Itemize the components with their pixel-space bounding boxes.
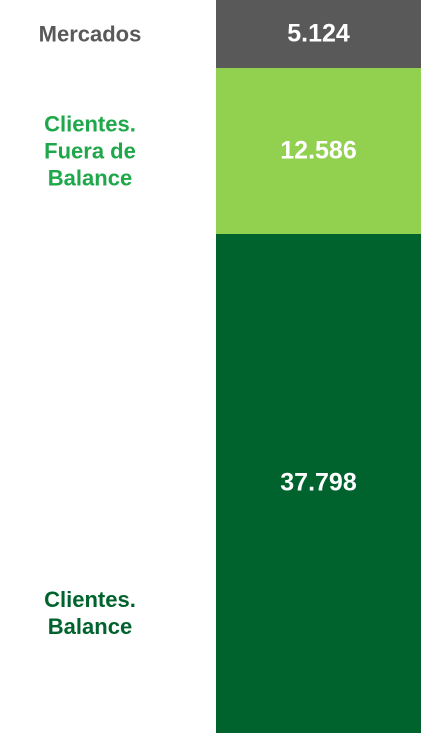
legend-label: Clientes. Balance: [44, 587, 136, 639]
bar-segment: [216, 0, 421, 68]
legend-label: Clientes. Fuera de Balance: [44, 111, 136, 191]
bar-segment: [216, 67, 421, 234]
bar-segment: [216, 233, 421, 733]
legend-label: Mercados: [38, 21, 142, 47]
value-label: 37.798: [280, 468, 357, 497]
value-label: 5.124: [287, 19, 350, 48]
value-label: 12.586: [280, 136, 357, 165]
